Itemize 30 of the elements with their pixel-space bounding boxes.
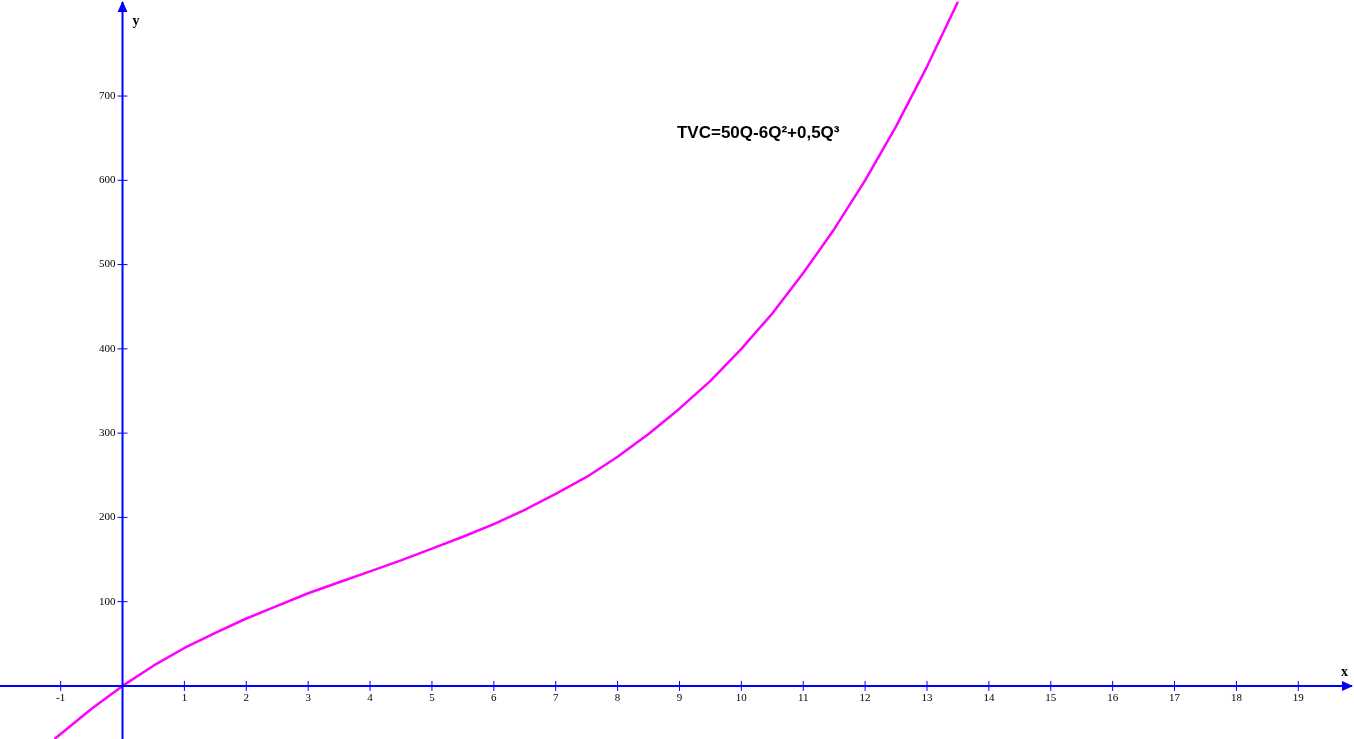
y-tick-label: 400 <box>99 341 117 354</box>
x-tick-label: 2 <box>243 691 250 704</box>
x-tick-label: 5 <box>429 691 436 704</box>
x-tick-label: 6 <box>491 691 498 704</box>
x-tick-label: 19 <box>1292 691 1305 704</box>
x-tick-label: -1 <box>56 691 66 704</box>
x-tick-label: 13 <box>921 691 934 704</box>
x-tick-label: 7 <box>552 691 559 704</box>
x-tick-label: 11 <box>797 691 809 704</box>
y-tick-label: 100 <box>99 594 117 607</box>
y-axis-title: y <box>132 12 140 28</box>
x-tick-label: 15 <box>1045 691 1057 704</box>
x-axis-title: x <box>1341 663 1348 679</box>
x-tick-label: 8 <box>614 691 621 704</box>
x-tick-label: 10 <box>735 691 748 704</box>
x-tick-label: 16 <box>1107 691 1119 704</box>
y-tick-label: 600 <box>99 173 117 186</box>
x-tick-label: 18 <box>1230 691 1243 704</box>
x-tick-label: 3 <box>305 691 312 704</box>
x-tick-label: 9 <box>676 691 683 704</box>
y-tick-label: 500 <box>99 257 117 270</box>
x-tick-label: 1 <box>181 691 188 704</box>
y-tick-label: 200 <box>99 510 117 523</box>
annotation: TVC=50Q-6Q²+0,5Q³ <box>676 122 840 142</box>
x-tick-label: 17 <box>1169 691 1181 704</box>
x-tick-label: 12 <box>859 691 871 704</box>
y-tick-label: 700 <box>99 88 117 101</box>
x-tick-label: 14 <box>983 691 995 704</box>
y-tick-label: 300 <box>99 426 117 439</box>
x-tick-label: 4 <box>367 691 374 704</box>
